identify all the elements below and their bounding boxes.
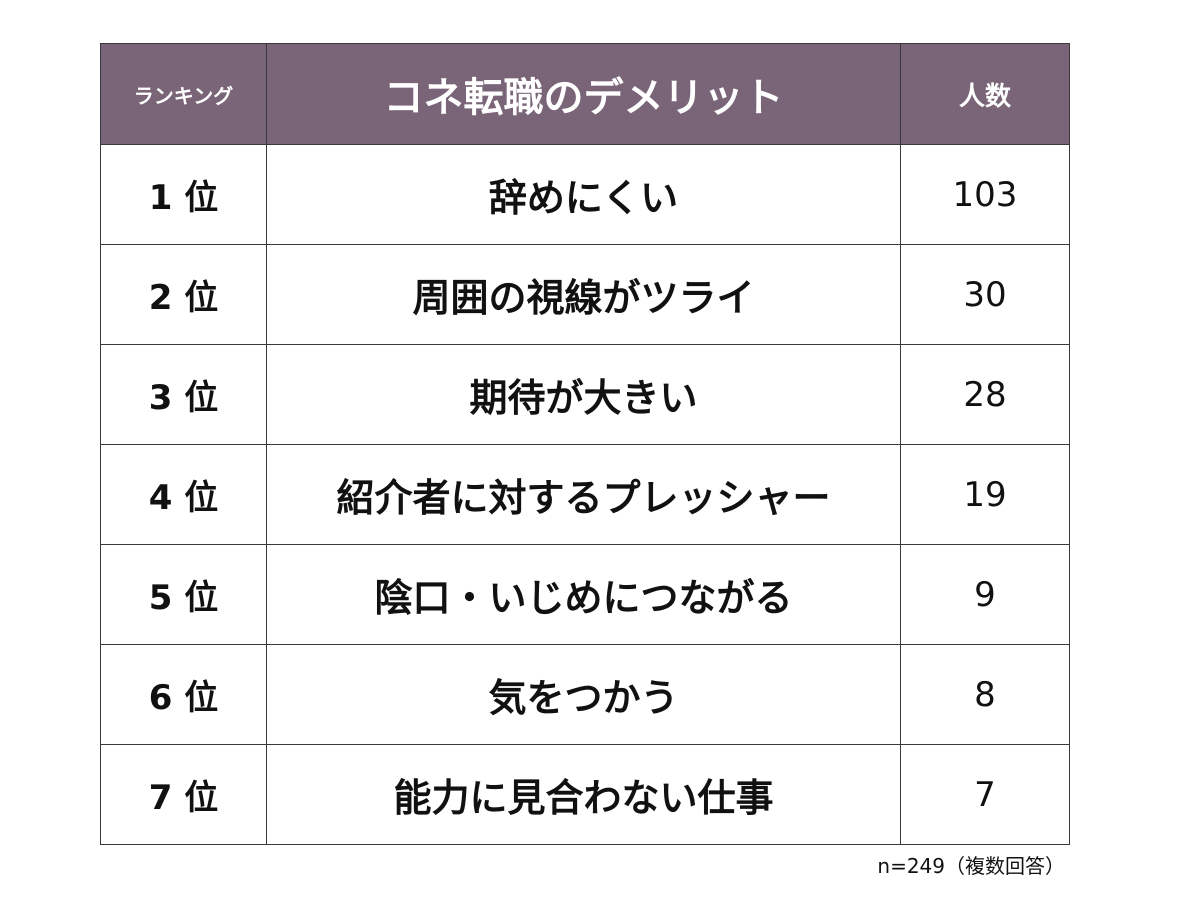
ranking-table-container: ランキング コネ転職のデメリット 人数 1 位 辞めにくい 103 2 位 周囲… xyxy=(100,43,1070,845)
header-rank: ランキング xyxy=(100,43,267,145)
sample-size-note: n=249（複数回答） xyxy=(877,854,1065,878)
item-cell: 陰口・いじめにつながる xyxy=(266,544,901,645)
table-row: 1 位 辞めにくい 103 xyxy=(100,144,1070,245)
item-cell: 周囲の視線がツライ xyxy=(266,244,901,345)
count-cell: 28 xyxy=(900,344,1070,445)
item-cell: 気をつかう xyxy=(266,644,901,745)
ranking-table: ランキング コネ転職のデメリット 人数 1 位 辞めにくい 103 2 位 周囲… xyxy=(100,43,1070,845)
header-item: コネ転職のデメリット xyxy=(266,43,901,145)
count-cell: 7 xyxy=(900,744,1070,845)
rank-cell: 3 位 xyxy=(100,344,267,445)
item-cell: 辞めにくい xyxy=(266,144,901,245)
item-cell: 期待が大きい xyxy=(266,344,901,445)
rank-cell: 6 位 xyxy=(100,644,267,745)
count-cell: 30 xyxy=(900,244,1070,345)
rank-cell: 4 位 xyxy=(100,444,267,545)
count-cell: 19 xyxy=(900,444,1070,545)
table-row: 5 位 陰口・いじめにつながる 9 xyxy=(100,544,1070,645)
table-row: 2 位 周囲の視線がツライ 30 xyxy=(100,244,1070,345)
rank-cell: 5 位 xyxy=(100,544,267,645)
count-cell: 9 xyxy=(900,544,1070,645)
rank-cell: 2 位 xyxy=(100,244,267,345)
table-header: ランキング コネ転職のデメリット 人数 xyxy=(100,43,1070,145)
table-body: 1 位 辞めにくい 103 2 位 周囲の視線がツライ 30 3 位 期待が大き… xyxy=(100,144,1070,845)
table-row: 6 位 気をつかう 8 xyxy=(100,644,1070,745)
table-row: 3 位 期待が大きい 28 xyxy=(100,344,1070,445)
rank-cell: 1 位 xyxy=(100,144,267,245)
item-cell: 紹介者に対するプレッシャー xyxy=(266,444,901,545)
count-cell: 8 xyxy=(900,644,1070,745)
table-row: 4 位 紹介者に対するプレッシャー 19 xyxy=(100,444,1070,545)
table-row: 7 位 能力に見合わない仕事 7 xyxy=(100,744,1070,845)
item-cell: 能力に見合わない仕事 xyxy=(266,744,901,845)
count-cell: 103 xyxy=(900,144,1070,245)
header-row: ランキング コネ転職のデメリット 人数 xyxy=(100,43,1070,145)
rank-cell: 7 位 xyxy=(100,744,267,845)
header-count: 人数 xyxy=(900,43,1070,145)
